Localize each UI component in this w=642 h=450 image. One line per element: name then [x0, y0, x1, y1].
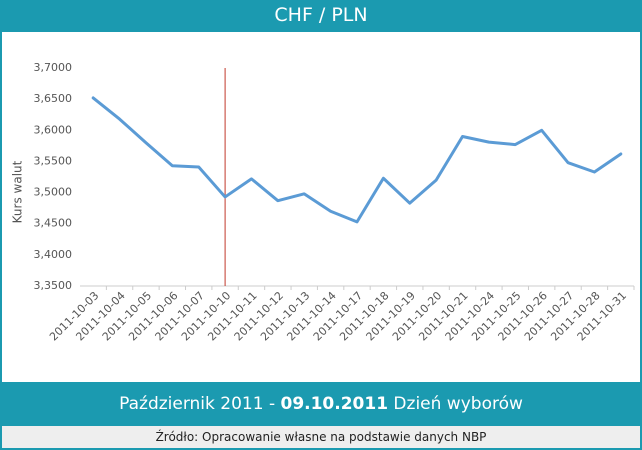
- y-axis-title: Kurs walut: [11, 160, 25, 223]
- header-title: CHF / PLN: [274, 4, 368, 26]
- data-line: [91, 96, 623, 224]
- y-tick-label: 3,6000: [34, 123, 73, 136]
- y-tick-label: 3,5000: [34, 186, 73, 199]
- y-tick-label: 3,7000: [34, 61, 73, 74]
- y-tick-label: 3,4500: [34, 217, 73, 230]
- y-tick-label: 3,3500: [34, 279, 73, 292]
- y-tick-label: 3,4000: [34, 248, 73, 261]
- caption-text: Październik 2011 -: [119, 394, 281, 414]
- caption-text: Dzień wyborów: [388, 394, 523, 414]
- chart-panel: Kurs walut 3,3500 3,4000 3,4500 3,5000 3,550…: [2, 32, 640, 382]
- caption-date: 09.10.2011: [280, 394, 389, 414]
- y-tick-label: 3,5500: [34, 154, 73, 167]
- y-tick-label: 3,6500: [34, 92, 73, 105]
- caption: Październik 2011 - 09.10.2011 Dzień wybo…: [0, 384, 642, 424]
- source-note: Źródło: Opracowanie własne na podstawie …: [2, 426, 640, 448]
- chart: Kurs walut 3,3500 3,4000 3,4500 3,5000 3,550…: [11, 61, 635, 343]
